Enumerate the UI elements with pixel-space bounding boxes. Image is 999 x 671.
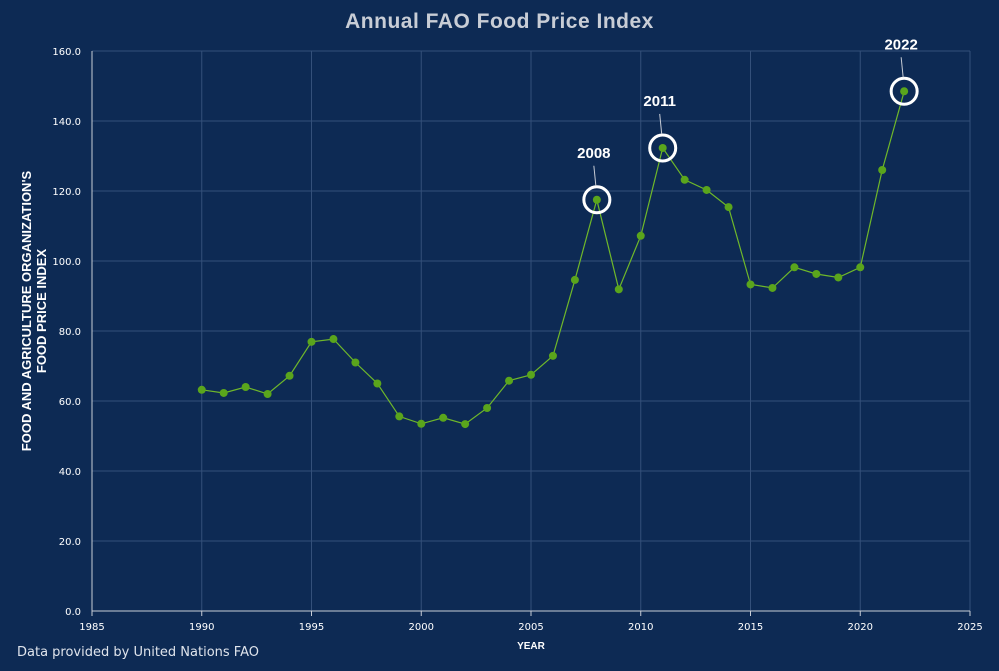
callout-leader (900, 57, 904, 78)
data-point (351, 358, 360, 367)
callout-ring (582, 185, 612, 215)
data-point (197, 385, 206, 394)
data-point (856, 263, 865, 272)
data-point (461, 420, 470, 429)
data-point (680, 175, 689, 184)
source-note: Data provided by United Nations FAO (17, 645, 259, 660)
data-point (702, 185, 711, 194)
annotations: 2008 2011 2022 (577, 36, 919, 215)
data-point (307, 337, 316, 346)
y-axis-label-line: FOOD AND AGRICULTURE ORGANIZATION'S (19, 170, 34, 451)
y-tick-label: 140.0 (52, 117, 81, 128)
callout-ring (648, 133, 678, 163)
data-point (614, 285, 623, 294)
data-point (900, 87, 909, 96)
x-tick-label: 1995 (299, 622, 324, 633)
data-point (329, 335, 338, 344)
x-tick-label: 2010 (628, 622, 653, 633)
callout-leader (593, 165, 597, 186)
x-tick-label: 2005 (518, 622, 543, 633)
data-point (570, 275, 579, 284)
x-axis-label: YEAR (517, 641, 546, 652)
data-point (285, 371, 294, 380)
series-line (201, 91, 905, 425)
data-point (724, 203, 733, 212)
y-tick-label: 0.0 (65, 607, 81, 618)
gridlines (92, 50, 971, 611)
data-point (483, 404, 492, 412)
data-point (878, 166, 887, 174)
y-tick-label: 120.0 (52, 187, 81, 198)
x-tick-label: 1990 (189, 622, 214, 633)
data-point (505, 376, 514, 385)
y-tick-label: 160.0 (52, 47, 81, 58)
y-tick-label: 40.0 (59, 467, 81, 478)
x-tick-label: 2015 (738, 622, 763, 633)
callout-ring (889, 76, 919, 106)
data-point (812, 269, 821, 278)
data-point (636, 231, 645, 240)
callout-leader (659, 113, 663, 134)
y-tick-label: 100.0 (52, 257, 81, 268)
callout-label: 2022 (884, 36, 917, 53)
data-point (395, 412, 404, 421)
data-point (834, 273, 843, 282)
y-tick-label: 20.0 (59, 537, 81, 548)
y-tick-label: 80.0 (59, 327, 81, 338)
data-point (263, 390, 272, 398)
data-point (527, 370, 535, 379)
axes: 0.0 20.0 40.0 60.0 80.0 100.0 120.0 140.0 160.0 1… (19, 47, 983, 652)
series-group (197, 87, 909, 429)
x-tick-label: 2025 (957, 622, 982, 633)
data-point (592, 195, 601, 204)
data-point (790, 263, 799, 272)
data-point (373, 379, 382, 388)
data-point (768, 283, 777, 292)
data-point (417, 419, 426, 428)
y-axis-label: FOOD AND AGRICULTURE ORGANIZATION'SFOOD … (19, 170, 49, 451)
x-tick-label: 2020 (848, 622, 873, 633)
x-tick-label: 2000 (409, 622, 434, 633)
x-tick-label: 1985 (79, 622, 104, 633)
data-point (439, 413, 448, 422)
callout-label: 2008 (577, 145, 610, 162)
data-point (746, 280, 755, 289)
chart-title: Annual FAO Food Price Index (345, 10, 654, 33)
y-axis-label-line: FOOD PRICE INDEX (34, 249, 49, 374)
data-point (219, 388, 228, 397)
data-point (548, 351, 557, 360)
data-point (241, 383, 250, 391)
y-tick-label: 60.0 (59, 397, 81, 408)
callout-label: 2011 (643, 93, 676, 110)
data-point (658, 143, 667, 152)
